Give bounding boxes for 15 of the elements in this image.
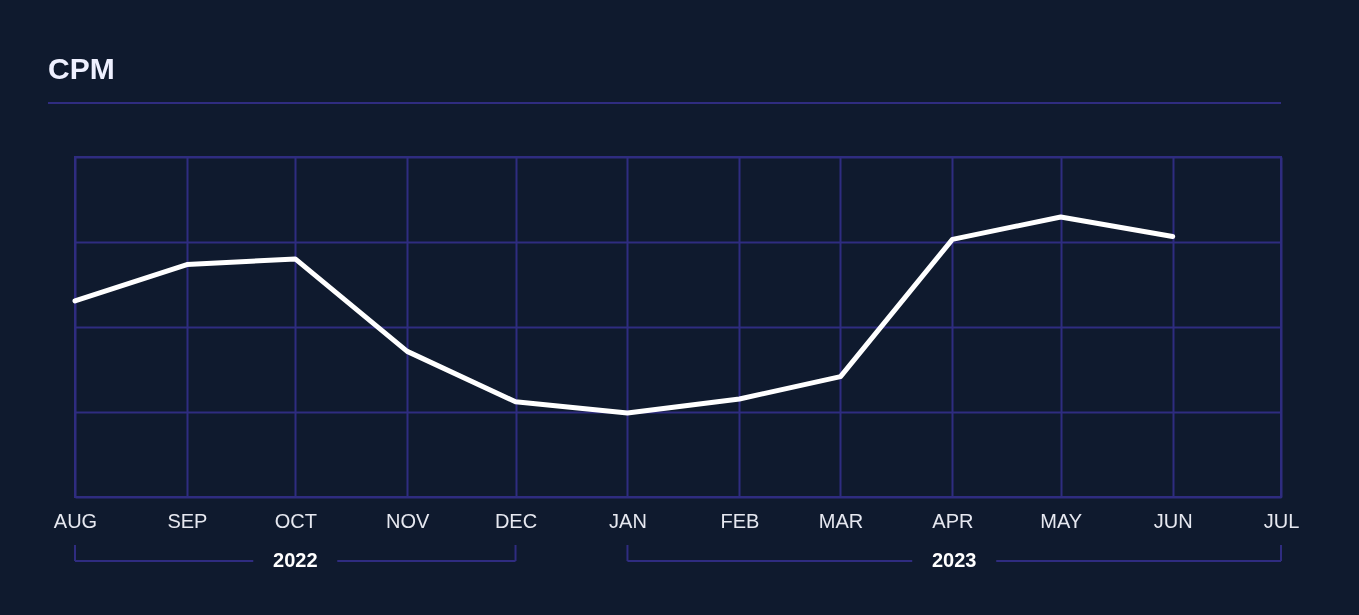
- x-tick-label: AUG: [53, 509, 98, 532]
- text: 2023: [931, 549, 977, 571]
- x-tick-label: OCT: [274, 509, 317, 532]
- x-tick-label: DEC: [494, 509, 538, 532]
- x-tick-label: JAN: [609, 509, 647, 532]
- text: 2022: [273, 549, 318, 571]
- x-tick-label: MAR: [818, 509, 864, 532]
- chart-title: CPM: [48, 52, 115, 85]
- x-tick-label: JUL: [1263, 509, 1300, 532]
- x-tick-label: SEP: [167, 509, 208, 532]
- x-tick-label: NOV: [386, 509, 431, 532]
- x-tick-label: JUN: [1153, 509, 1193, 532]
- x-tick-label: APR: [932, 509, 974, 532]
- x-tick-label: FEB: [720, 509, 760, 532]
- x-tick-label: MAY: [1040, 509, 1083, 532]
